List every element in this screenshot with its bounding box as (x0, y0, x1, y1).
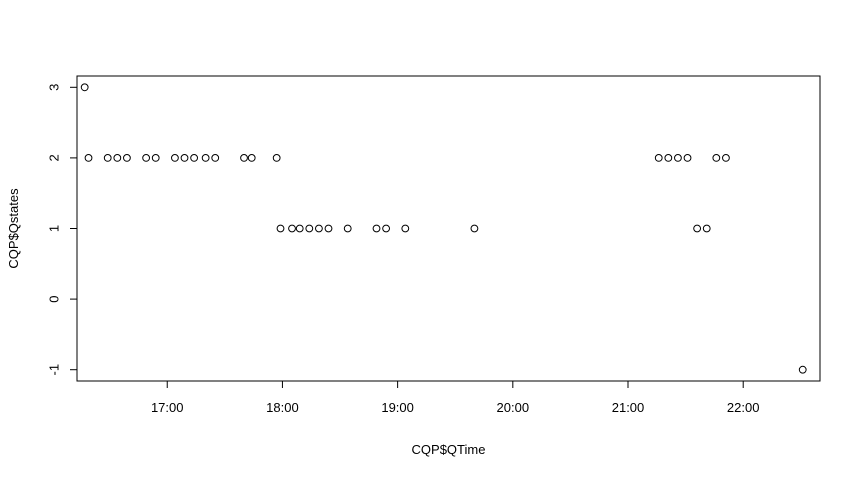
data-point (171, 153, 179, 162)
data-point (702, 224, 711, 233)
data-point (190, 153, 199, 162)
data-point (401, 224, 410, 233)
data-point (142, 153, 151, 162)
data-point (276, 224, 285, 233)
data-point (372, 224, 381, 233)
data-point (151, 153, 160, 162)
data-point (84, 153, 93, 162)
data-point (272, 153, 281, 162)
data-point (470, 224, 479, 233)
data-point (80, 83, 89, 92)
data-point (211, 153, 220, 162)
plot-box (76, 75, 821, 382)
data-point (324, 224, 333, 233)
x-tick-label: 22:00 (727, 400, 760, 415)
data-point (305, 224, 314, 233)
x-tick-label: 17:00 (151, 400, 184, 415)
data-point (201, 153, 210, 162)
y-tick-label: 1 (47, 225, 62, 232)
data-point (315, 224, 323, 233)
data-point (247, 153, 256, 162)
data-point (180, 153, 189, 162)
y-axis: -1 0 1 2 3 (47, 84, 78, 376)
data-point (382, 224, 391, 233)
data-point (683, 153, 692, 162)
x-axis-label: CQP$QTime (412, 442, 486, 457)
data-point (654, 153, 663, 162)
data-point (693, 224, 702, 233)
data-point (712, 153, 721, 162)
y-tick-label: 2 (47, 154, 62, 161)
data-point (343, 224, 352, 233)
y-axis-label: CQP$Qstates (6, 188, 21, 269)
x-tick-label: 20:00 (497, 400, 530, 415)
data-point (123, 153, 131, 162)
data-point (295, 224, 304, 233)
data-point (103, 153, 112, 162)
data-point (664, 153, 673, 162)
y-tick-label: 3 (47, 84, 62, 91)
x-axis: 17:00 18:00 19:00 20:00 21:00 22:00 (151, 380, 760, 415)
data-point (288, 224, 296, 233)
x-tick-label: 18:00 (266, 400, 299, 415)
y-tick-label: -1 (47, 364, 62, 376)
x-tick-label: 21:00 (612, 400, 645, 415)
data-point (722, 153, 730, 162)
data-point (674, 153, 682, 162)
y-tick-label: 0 (47, 295, 62, 302)
data-points (80, 83, 807, 374)
x-tick-label: 19:00 (381, 400, 414, 415)
data-point (798, 365, 807, 374)
data-point (113, 153, 122, 162)
data-point (240, 153, 248, 162)
